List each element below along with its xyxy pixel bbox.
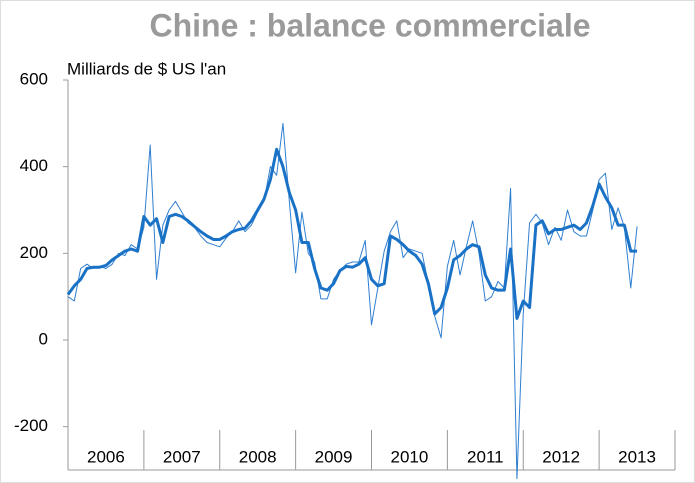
y-tick-label: 600 — [20, 69, 48, 88]
chart-title: Chine : balance commerciale — [149, 7, 590, 43]
y-tick-label: 200 — [20, 243, 48, 262]
x-tick-label: 2010 — [391, 447, 429, 466]
series-line — [66, 147, 638, 320]
x-tick-label: 2008 — [239, 447, 277, 466]
y-axis-label: Milliards de $ US l'an — [67, 59, 226, 78]
x-tick-label: 2012 — [542, 447, 580, 466]
y-tick-label: -200 — [14, 416, 48, 435]
x-tick-label: 2011 — [467, 447, 504, 466]
x-tick-label: 2007 — [163, 447, 201, 466]
y-tick-label: 400 — [20, 156, 48, 175]
x-tick-label: 2009 — [315, 447, 353, 466]
x-tick-label: 2006 — [87, 447, 125, 466]
y-tick-label: 0 — [39, 329, 48, 348]
x-tick-label: 2013 — [618, 447, 656, 466]
